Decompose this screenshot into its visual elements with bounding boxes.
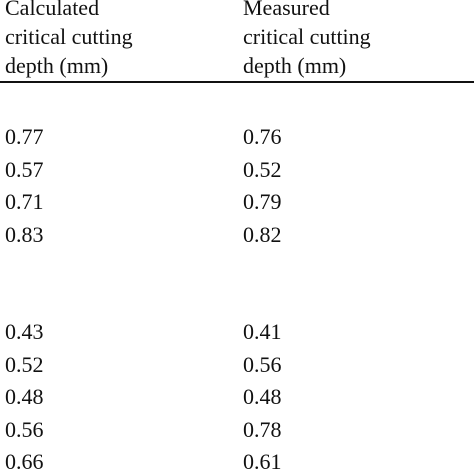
cell-value: 0.66 [5, 449, 44, 474]
cell-value: 0.41 [243, 319, 282, 344]
cell-value: 0.78 [243, 416, 282, 442]
cell-value: 0.43 [5, 319, 44, 344]
cell-value: 0.82 [243, 221, 282, 247]
header-text: Measured [243, 0, 330, 20]
header-text: depth (mm) [5, 53, 109, 78]
cell-value: 0.52 [243, 156, 282, 182]
cell-value: 0.61 [243, 449, 282, 474]
cell-value: 0.71 [5, 189, 44, 215]
cell-value: 0.48 [5, 384, 44, 410]
header-text: Calculated [5, 0, 100, 20]
cell-value: 0.52 [5, 351, 44, 377]
cell-value: 0.83 [5, 221, 44, 247]
cell-value: 0.79 [243, 189, 282, 215]
cell-value: 0.56 [243, 351, 282, 377]
cell-value: 0.57 [5, 156, 44, 182]
cell-value: 0.56 [5, 416, 44, 442]
header-rule [0, 81, 474, 83]
cell-value: 0.48 [243, 384, 282, 410]
header-text: depth (mm) [243, 53, 347, 78]
cell-value: 0.76 [243, 124, 282, 149]
cell-value: 0.77 [5, 124, 44, 149]
header-text: critical cutting [5, 24, 133, 49]
header-text: critical cutting [243, 24, 371, 49]
